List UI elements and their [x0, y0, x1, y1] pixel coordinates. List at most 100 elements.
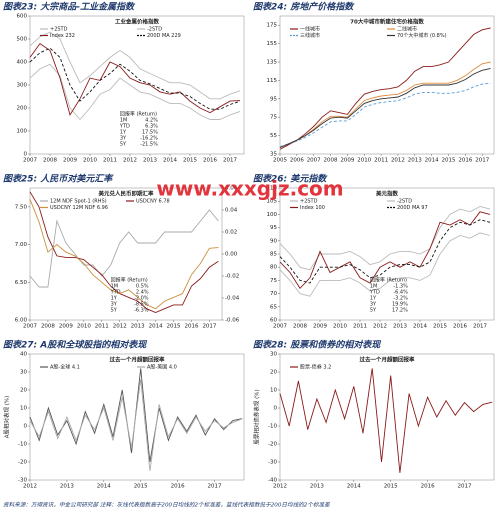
stats-value: -3.2%: [393, 296, 408, 302]
legend-label: 一线城市: [300, 26, 320, 33]
legend-label: -2STD: [397, 199, 412, 205]
legend-label: +2STD: [300, 199, 318, 205]
x-tick-label: 2015: [183, 158, 197, 164]
stats-label: 3Y: [120, 136, 127, 142]
x-tick-label: 2016: [171, 484, 185, 490]
chart-title: 图表26: 美元指数: [253, 174, 328, 185]
y-tick-label: 0: [24, 152, 28, 158]
x-tick-label: 2016: [453, 324, 467, 330]
x-tick-label: 2014: [149, 324, 163, 330]
legend-label: 二线城市: [397, 26, 417, 33]
x-tick-label: 2017: [457, 484, 471, 490]
series-line: [29, 31, 241, 100]
x-tick-label: 2017: [202, 324, 216, 330]
series-line: [279, 232, 491, 297]
series-line: [29, 209, 219, 288]
y-tick-label: 200: [17, 106, 28, 112]
x-tick-label: 2010: [333, 324, 347, 330]
y-tick-label: 20: [20, 388, 27, 394]
chart-subtitle: 工业金属价格指数: [115, 18, 160, 26]
series-line: [29, 199, 219, 310]
x-tick-label: 2013: [310, 484, 324, 490]
x-tick-label: 2012: [113, 324, 127, 330]
x-tick-label: 2015: [167, 324, 181, 330]
y2-tick-label: 0.06: [225, 186, 238, 192]
series-line: [29, 47, 241, 110]
stats-title: 回报率 (Return): [120, 111, 157, 118]
y-tick-label: 0: [274, 406, 278, 412]
x-tick-label: 2008: [324, 158, 338, 164]
y-axis-label: 股票相对债券表现 (%): [253, 389, 261, 444]
legend-label: 200D MA 97: [397, 205, 428, 211]
footer: 资料来源：万得资讯，中金公司研究部 注释：灰线代表指数高于200日均线的2个标准…: [3, 502, 331, 509]
stats-value: 17.5%: [142, 130, 158, 136]
chart-title: 图表25: 人民币对美元汇率: [3, 174, 114, 185]
chart-title: 图表27: A股和全球股指的相对表现: [3, 340, 147, 351]
x-tick-label: 2011: [374, 158, 388, 164]
stats-label: 5Y: [111, 308, 118, 314]
y-tick-label: 65: [270, 304, 277, 310]
x-tick-label: 2017: [223, 158, 237, 164]
stats-label: YTD: [110, 290, 121, 296]
stats-label: 1M: [120, 118, 128, 124]
stats-value: 2.4%: [136, 290, 149, 296]
x-tick-label: 2007: [23, 324, 37, 330]
plot-frame: [29, 353, 245, 481]
x-tick-label: 2011: [353, 324, 367, 330]
x-tick-label: 2014: [425, 158, 439, 164]
x-tick-label: 2008: [293, 324, 307, 330]
y-tick-label: 300: [17, 83, 28, 89]
series-line: [279, 82, 491, 148]
x-tick-label: 2012: [23, 484, 37, 490]
stats-label: 1Y: [111, 296, 118, 302]
stats-value: 17.2%: [392, 308, 408, 314]
legend-label: 200D MA 229: [147, 33, 181, 39]
y-tick-label: 30: [20, 370, 27, 376]
x-tick-label: 2009: [313, 324, 327, 330]
stats-label: 1Y: [120, 130, 127, 136]
stats-value: 0.5%: [136, 284, 149, 290]
y-tick-label: 7.00: [15, 242, 28, 248]
y-tick-label: -20: [268, 442, 277, 448]
legend-label: 股票-债券 3.2: [300, 364, 331, 371]
x-tick-label: 2014: [97, 484, 111, 490]
x-tick-label: 2015: [442, 158, 456, 164]
stats-value: -1.3%: [393, 284, 408, 290]
y-tick-label: 90: [270, 238, 277, 244]
chart-title: 图表24: 房地产价格指数: [253, 2, 355, 13]
legend-label: -2STD: [147, 27, 162, 33]
y-tick-label: 135: [267, 60, 278, 66]
x-tick-label: 2007: [273, 324, 287, 330]
plot-frame: [279, 353, 495, 481]
y-tick-label: 20: [270, 370, 277, 376]
y-tick-label: 155: [267, 41, 278, 47]
legend-label: A股-美国 4.0: [147, 364, 177, 371]
stats-label: 1M: [111, 284, 119, 290]
y2-tick-label: -0.04: [225, 296, 240, 302]
y-tick-label: -30: [18, 478, 27, 484]
legend-label: 12M NDF Spot-1 (RHS): [50, 199, 107, 205]
series-line: [279, 61, 491, 149]
x-tick-label: 2015: [134, 484, 148, 490]
y-tick-label: 6.00: [15, 318, 28, 324]
series-line: [279, 368, 493, 473]
y-tick-label: 115: [267, 78, 278, 84]
stats-value: -2.0%: [134, 296, 149, 302]
y-tick-label: 75: [270, 278, 277, 284]
y-tick-label: 175: [267, 23, 278, 29]
x-tick-label: 2017: [207, 484, 221, 490]
x-tick-label: 2012: [273, 484, 287, 490]
stats-label: 3Y: [111, 302, 118, 308]
chart-subtitle: 过去一个月超额回报率: [359, 356, 415, 364]
y-tick-label: -30: [268, 460, 277, 466]
stats-value: -6.4%: [393, 290, 408, 296]
y2-tick-label: 0.04: [225, 208, 238, 214]
x-tick-label: 2016: [458, 158, 472, 164]
y-tick-label: 105: [267, 199, 278, 205]
legend-label: USDCNY 12M NDF 6.96: [50, 205, 108, 211]
x-tick-label: 2011: [95, 324, 109, 330]
x-tick-label: 2013: [393, 324, 407, 330]
y-tick-label: 95: [270, 96, 277, 102]
legend-label: 70个大中城市 (0.8%): [397, 32, 447, 39]
